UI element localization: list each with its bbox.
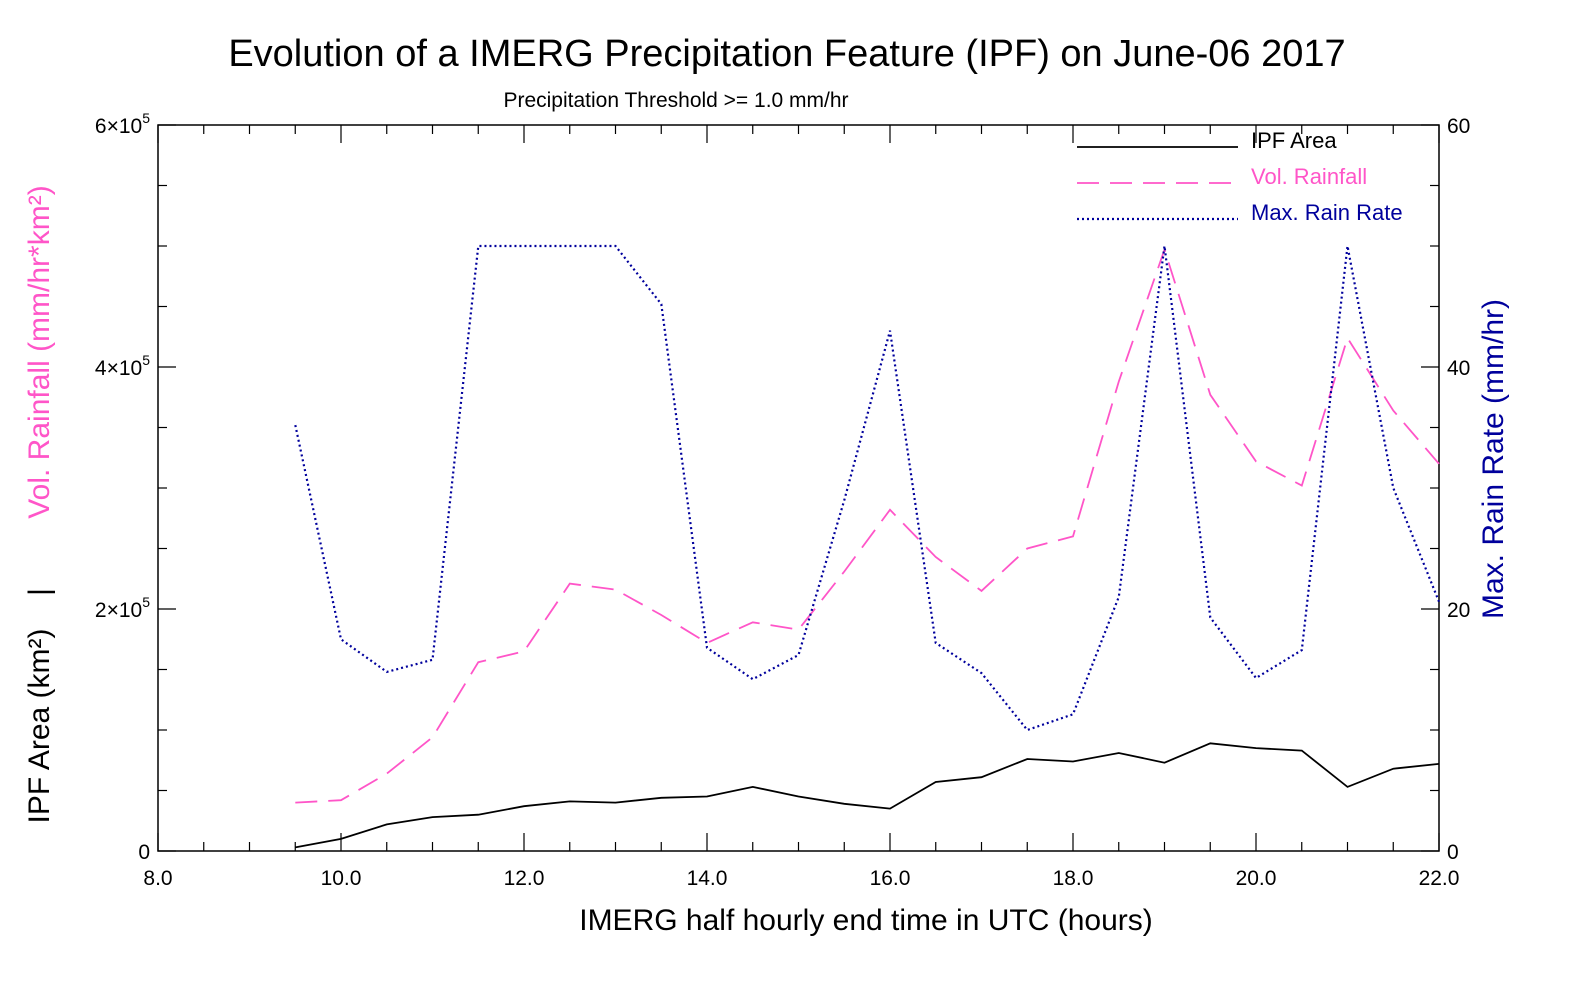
legend: IPF Area Vol. Rainfall Max. Rain Rate	[1077, 128, 1403, 225]
x-tick-label: 14.0	[687, 867, 728, 890]
x-tick-label: 20.0	[1236, 867, 1277, 890]
y-left-label-vol-rainfall: Vol. Rainfall (mm/hr*km²)	[23, 185, 56, 518]
y-left-tick-label: 4×105	[95, 352, 150, 380]
chart-title: Evolution of a IMERG Precipitation Featu…	[228, 33, 1345, 75]
y-left-tick-label: 6×105	[95, 110, 150, 138]
y-right-tick-labels: 0 20 40 60	[1447, 115, 1470, 864]
y-right-tick-label: 20	[1447, 599, 1470, 622]
series-layer	[294, 244, 1441, 849]
plot-frame	[157, 124, 1440, 852]
x-axis-label: IMERG half hourly end time in UTC (hours…	[579, 904, 1153, 937]
y-left-tick-label: 2×105	[95, 594, 150, 622]
legend-label-ipf-area: IPF Area	[1251, 128, 1337, 153]
x-tick-label: 22.0	[1419, 867, 1460, 890]
series-line-ipf-area	[295, 742, 1440, 849]
y-right-tick-label: 60	[1447, 115, 1470, 138]
x-tick-labels: 8.0 10.0 12.0 14.0 16.0 18.0 20.0 22.0	[143, 867, 1459, 890]
y-left-tick-label: 0	[138, 841, 150, 864]
x-tick-label: 8.0	[143, 867, 172, 890]
axis-ticks	[157, 124, 1440, 852]
y-left-label-separator: |	[23, 588, 56, 596]
y-left-tick-labels: 0 2×105 4×105 6×105	[95, 110, 150, 864]
legend-label-max-rain-rate: Max. Rain Rate	[1251, 200, 1403, 225]
chart-subtitle: Precipitation Threshold >= 1.0 mm/hr	[503, 89, 848, 112]
y-right-label: Max. Rain Rate (mm/hr)	[1477, 299, 1510, 619]
y-left-label-ipf-area: IPF Area (km²)	[23, 628, 56, 823]
legend-label-vol-rainfall: Vol. Rainfall	[1251, 164, 1367, 189]
y-right-tick-label: 40	[1447, 357, 1470, 380]
y-right-tick-label: 0	[1447, 841, 1459, 864]
x-tick-label: 12.0	[504, 867, 545, 890]
series-line-vol-rainfall	[295, 246, 1440, 804]
x-tick-label: 16.0	[870, 867, 911, 890]
x-tick-label: 10.0	[321, 867, 362, 890]
x-tick-label: 18.0	[1053, 867, 1094, 890]
series-line-max-rain-rate	[294, 244, 1441, 732]
